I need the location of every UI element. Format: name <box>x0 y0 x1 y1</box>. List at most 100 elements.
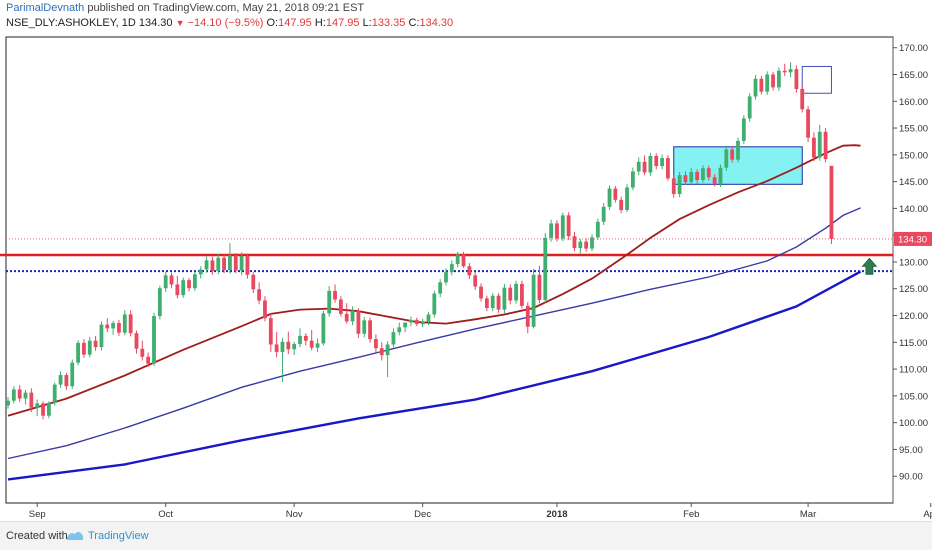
candle-body <box>514 283 518 301</box>
candle-body <box>327 290 332 314</box>
candle-body <box>222 257 226 270</box>
candle-body <box>198 269 203 275</box>
candle-body <box>671 178 676 194</box>
high-value: 147.95 <box>325 17 360 29</box>
candle-body <box>111 323 116 329</box>
candle-body <box>625 187 629 211</box>
y-tick-label: 95.00 <box>899 445 923 456</box>
candle-body <box>210 260 215 272</box>
candle-body <box>701 168 705 181</box>
candle-body <box>555 223 559 239</box>
candle-body <box>736 140 740 160</box>
candle-body <box>683 175 688 183</box>
candle-body <box>134 333 139 349</box>
ma-mid-line <box>7 207 861 460</box>
candle-body <box>543 237 548 300</box>
x-tick-label: Feb <box>683 509 699 520</box>
candle-body <box>309 340 314 348</box>
author-link[interactable]: ParimalDevnath <box>6 2 85 14</box>
candle-body <box>391 332 396 345</box>
footer-bar: Created with TradingView <box>0 521 932 550</box>
candle-body <box>239 256 244 271</box>
candle-body <box>572 236 577 249</box>
candle-body <box>490 295 495 309</box>
price-chart[interactable]: 170.00 165.00 160.00 155.00 150.00 145.00 140.… <box>0 0 932 522</box>
candle-body <box>379 348 384 356</box>
candle-body <box>771 74 775 88</box>
candle-body <box>566 215 571 237</box>
candle-body <box>817 131 822 158</box>
candle-body <box>409 319 413 323</box>
candle-body <box>17 389 22 399</box>
publish-line: ParimalDevnath published on TradingView.… <box>6 2 364 14</box>
candle-body <box>718 167 723 184</box>
candle-body <box>806 109 810 138</box>
candle-body <box>706 168 711 178</box>
last-price-tag-label: 134.30 <box>898 234 927 245</box>
symbol-line: NSE_DLY:ASHOKLEY, 1D 134.30 ▼ −14.10 (−9… <box>6 17 453 29</box>
candle-body <box>362 320 367 334</box>
candle-body <box>426 314 431 322</box>
candle-body <box>52 384 57 403</box>
candle-body <box>788 69 793 73</box>
candle-body <box>525 305 530 327</box>
x-tick-label: Nov <box>286 509 303 520</box>
candle-body <box>280 341 285 352</box>
candle-body <box>449 264 454 273</box>
close-value: 134.30 <box>419 17 454 29</box>
candle-body <box>263 300 267 319</box>
candle-body <box>93 340 98 348</box>
candle-body <box>455 254 460 265</box>
candle-body <box>549 223 554 238</box>
y-tick-label: 90.00 <box>899 472 923 483</box>
open-value: 147.95 <box>278 17 312 29</box>
candle-body <box>187 280 191 289</box>
candle-body <box>251 274 256 290</box>
x-tick-label: Apr <box>923 509 932 520</box>
low-value: 133.35 <box>371 17 406 29</box>
candle-body <box>508 287 513 301</box>
candle-body <box>765 74 770 92</box>
candle-body <box>420 321 425 325</box>
ma-short-line <box>7 144 861 417</box>
candle-body <box>601 206 606 222</box>
candle-body <box>35 403 40 408</box>
plot-area <box>5 36 894 504</box>
high-label: H: <box>314 17 326 29</box>
y-tick-label: 140.00 <box>899 204 928 215</box>
tradingview-brand-link[interactable]: TradingView <box>88 530 149 542</box>
candle-body <box>64 374 69 387</box>
candle-body <box>356 310 361 334</box>
candle-body <box>338 299 343 314</box>
candle-body <box>122 314 127 333</box>
candle-body <box>257 289 262 301</box>
candle-body <box>245 256 250 275</box>
candle-body <box>484 298 489 309</box>
tradingview-logo-icon <box>67 531 83 540</box>
candle-body <box>70 362 75 387</box>
candle-body <box>444 272 448 283</box>
candle-body <box>303 335 308 341</box>
candle-body <box>695 171 700 181</box>
candle-body <box>747 96 752 119</box>
candle-body <box>741 118 746 141</box>
candle-body <box>595 221 600 238</box>
candle-body <box>350 310 355 322</box>
x-tick-label: 2018 <box>546 509 567 520</box>
ma-long-line <box>7 270 862 481</box>
candle-body <box>397 327 402 333</box>
candle-body <box>374 339 378 349</box>
candle-body <box>630 171 635 188</box>
candle-body <box>105 324 110 329</box>
candle-body <box>794 69 799 89</box>
candle-body <box>268 318 273 345</box>
candle-body <box>152 316 156 364</box>
candle-body <box>286 341 291 350</box>
candle-body <box>11 389 16 401</box>
candle-body <box>648 155 653 173</box>
candle-body <box>169 275 174 285</box>
candle-body <box>298 335 302 344</box>
candle-body <box>181 280 186 296</box>
y-tick-label: 130.00 <box>899 257 928 268</box>
candle-body <box>642 161 647 173</box>
